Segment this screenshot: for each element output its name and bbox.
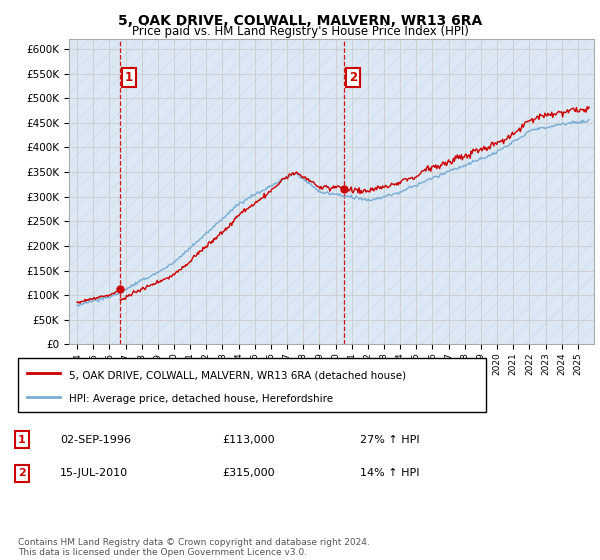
Text: Price paid vs. HM Land Registry's House Price Index (HPI): Price paid vs. HM Land Registry's House … bbox=[131, 25, 469, 38]
Text: Contains HM Land Registry data © Crown copyright and database right 2024.
This d: Contains HM Land Registry data © Crown c… bbox=[18, 538, 370, 557]
Text: 2: 2 bbox=[349, 71, 357, 84]
Text: 5, OAK DRIVE, COLWALL, MALVERN, WR13 6RA: 5, OAK DRIVE, COLWALL, MALVERN, WR13 6RA bbox=[118, 14, 482, 28]
Text: £315,000: £315,000 bbox=[222, 468, 275, 478]
Text: £113,000: £113,000 bbox=[222, 435, 275, 445]
Text: 02-SEP-1996: 02-SEP-1996 bbox=[60, 435, 131, 445]
Text: 1: 1 bbox=[125, 71, 133, 84]
FancyBboxPatch shape bbox=[18, 358, 486, 412]
Text: 5, OAK DRIVE, COLWALL, MALVERN, WR13 6RA (detached house): 5, OAK DRIVE, COLWALL, MALVERN, WR13 6RA… bbox=[70, 370, 407, 380]
Text: 14% ↑ HPI: 14% ↑ HPI bbox=[360, 468, 419, 478]
Text: HPI: Average price, detached house, Herefordshire: HPI: Average price, detached house, Here… bbox=[70, 394, 334, 404]
Text: 2: 2 bbox=[18, 468, 26, 478]
Text: 15-JUL-2010: 15-JUL-2010 bbox=[60, 468, 128, 478]
Text: 27% ↑ HPI: 27% ↑ HPI bbox=[360, 435, 419, 445]
Text: 1: 1 bbox=[18, 435, 26, 445]
